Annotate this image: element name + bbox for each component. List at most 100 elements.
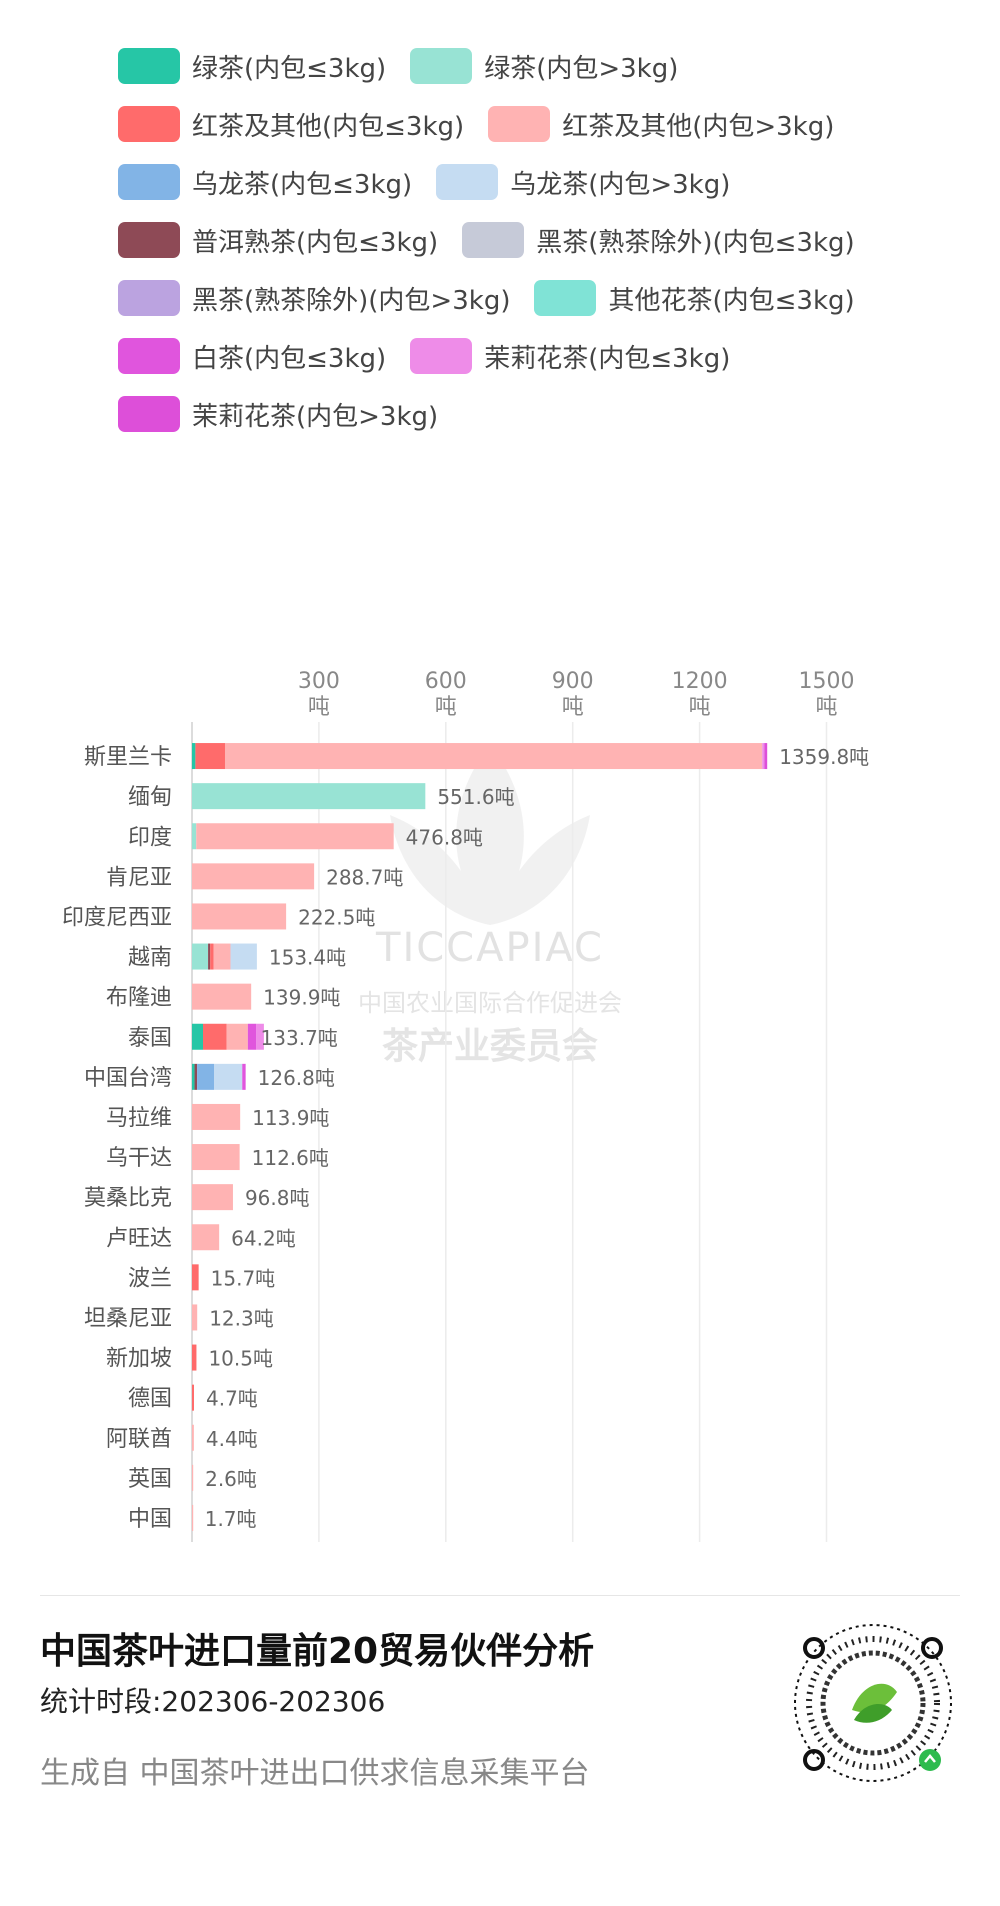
legend-label: 绿茶(内包>3kg)	[484, 53, 679, 84]
bar-segment	[208, 943, 211, 970]
legend-item[interactable]: 其他花茶(内包≤3kg)	[534, 278, 855, 318]
category-label: 阿联酋	[106, 1427, 172, 1452]
footer-divider	[40, 1595, 960, 1596]
data-label: 4.4吨	[206, 1427, 258, 1451]
legend-item[interactable]: 红茶及其他(内包≤3kg)	[118, 104, 464, 144]
bar-segment	[247, 1023, 257, 1050]
bar-segment	[192, 1504, 194, 1531]
bar-segment	[192, 983, 252, 1010]
legend-label: 黑茶(熟茶除外)(内包>3kg)	[192, 285, 511, 316]
bar-segment	[195, 743, 225, 770]
category-label: 德国	[128, 1387, 172, 1412]
legend-swatch	[118, 222, 180, 258]
x-tick-unit: 吨	[435, 695, 457, 720]
legend-item[interactable]: 乌龙茶(内包≤3kg)	[118, 162, 412, 202]
data-label: 1.7吨	[205, 1507, 257, 1531]
bar-segment	[192, 1184, 233, 1211]
legend-item[interactable]: 普洱熟茶(内包≤3kg)	[118, 220, 438, 260]
legend-item[interactable]: 红茶及其他(内包>3kg)	[488, 104, 834, 144]
legend-item[interactable]: 绿茶(内包≤3kg)	[118, 46, 386, 86]
legend-item[interactable]: 黑茶(熟茶除外)(内包>3kg)	[118, 278, 510, 318]
bar-segment	[192, 1103, 241, 1130]
category-label: 卢旺达	[106, 1226, 172, 1251]
category-label: 乌干达	[106, 1146, 172, 1171]
legend-label: 红茶及其他(内包>3kg)	[562, 111, 835, 142]
legend-label: 绿茶(内包≤3kg)	[192, 53, 387, 84]
x-tick-unit: 吨	[689, 695, 711, 720]
data-label: 10.5吨	[208, 1347, 273, 1371]
bar-segment	[192, 783, 426, 810]
x-tick-unit: 吨	[562, 695, 584, 720]
legend-label: 乌龙茶(内包>3kg)	[510, 169, 731, 200]
bar-segment	[197, 1063, 214, 1090]
bar-segment	[192, 863, 315, 890]
data-label: 551.6吨	[437, 785, 514, 809]
x-tick-label: 300	[298, 669, 340, 694]
bar-segment	[192, 1464, 194, 1491]
data-label: 133.7吨	[261, 1026, 338, 1050]
legend-label: 白茶(内包≤3kg)	[192, 343, 387, 374]
bar-segment	[226, 1023, 248, 1050]
category-label: 马拉维	[106, 1106, 172, 1131]
category-label: 泰国	[128, 1026, 172, 1051]
data-label: 476.8吨	[406, 825, 483, 849]
data-label: 64.2吨	[231, 1226, 296, 1250]
legend-swatch	[118, 48, 180, 84]
legend-label: 茉莉花茶(内包>3kg)	[192, 401, 439, 432]
category-label: 波兰	[128, 1266, 172, 1291]
bar-segment	[196, 823, 394, 850]
data-label: 12.3吨	[209, 1306, 274, 1330]
legend-swatch	[534, 280, 597, 316]
legend-item[interactable]: 乌龙茶(内包>3kg)	[436, 162, 730, 202]
x-tick-label: 1500	[799, 669, 855, 694]
bar-segment	[242, 1063, 246, 1090]
category-label: 新加坡	[106, 1347, 172, 1372]
legend-swatch	[118, 280, 180, 316]
legend-swatch	[118, 106, 180, 142]
footer-source: 生成自 中国茶叶进出口供求信息采集平台	[40, 1756, 590, 1791]
legend-item[interactable]: 白茶(内包≤3kg)	[118, 336, 386, 376]
data-label: 288.7吨	[326, 865, 403, 889]
category-label: 中国台湾	[84, 1066, 172, 1091]
category-label: 莫桑比克	[84, 1186, 172, 1211]
bar-segment	[192, 1424, 194, 1451]
category-label: 中国	[128, 1507, 172, 1532]
data-label: 139.9吨	[263, 986, 340, 1010]
bar-segment	[192, 1384, 194, 1411]
data-label: 112.6吨	[252, 1146, 329, 1170]
category-label: 布隆迪	[106, 986, 172, 1011]
legend-item[interactable]: 绿茶(内包>3kg)	[410, 46, 678, 86]
bar-segment	[192, 1063, 195, 1090]
data-label: 2.6吨	[205, 1467, 257, 1491]
category-label: 缅甸	[128, 785, 172, 810]
bar-segment	[764, 743, 768, 770]
category-label: 越南	[128, 946, 172, 971]
category-label: 斯里兰卡	[84, 745, 172, 770]
legend-item[interactable]: 茉莉花茶(内包>3kg)	[118, 394, 438, 434]
legend-item[interactable]: 茉莉花茶(内包≤3kg)	[410, 336, 730, 376]
legend-label: 其他花茶(内包≤3kg)	[608, 285, 855, 316]
legend-swatch	[462, 222, 525, 258]
bar-segment	[192, 1144, 240, 1171]
footer-title: 中国茶叶进口量前20贸易伙伴分析	[40, 1631, 595, 1672]
bar-segment	[192, 903, 287, 930]
mini-program-qr-code-icon[interactable]	[792, 1622, 954, 1784]
data-label: 222.5吨	[298, 905, 375, 929]
legend-label: 茉莉花茶(内包≤3kg)	[484, 343, 731, 374]
data-label: 96.8吨	[245, 1186, 310, 1210]
legend-swatch	[436, 164, 499, 200]
bar-segment	[192, 1304, 198, 1331]
bar-segment	[192, 1264, 199, 1291]
legend-swatch	[118, 164, 180, 200]
legend-swatch	[410, 338, 473, 374]
data-label: 1359.8吨	[779, 745, 869, 769]
bar-segment	[192, 743, 196, 770]
bar-segment	[213, 1063, 243, 1090]
bar-segment	[210, 943, 214, 970]
bar-segment	[192, 1344, 197, 1371]
legend-item[interactable]: 黑茶(熟茶除外)(内包≤3kg)	[462, 220, 855, 260]
x-tick-unit: 吨	[815, 695, 837, 720]
data-label: 153.4吨	[269, 946, 346, 970]
legend-swatch	[118, 338, 180, 374]
